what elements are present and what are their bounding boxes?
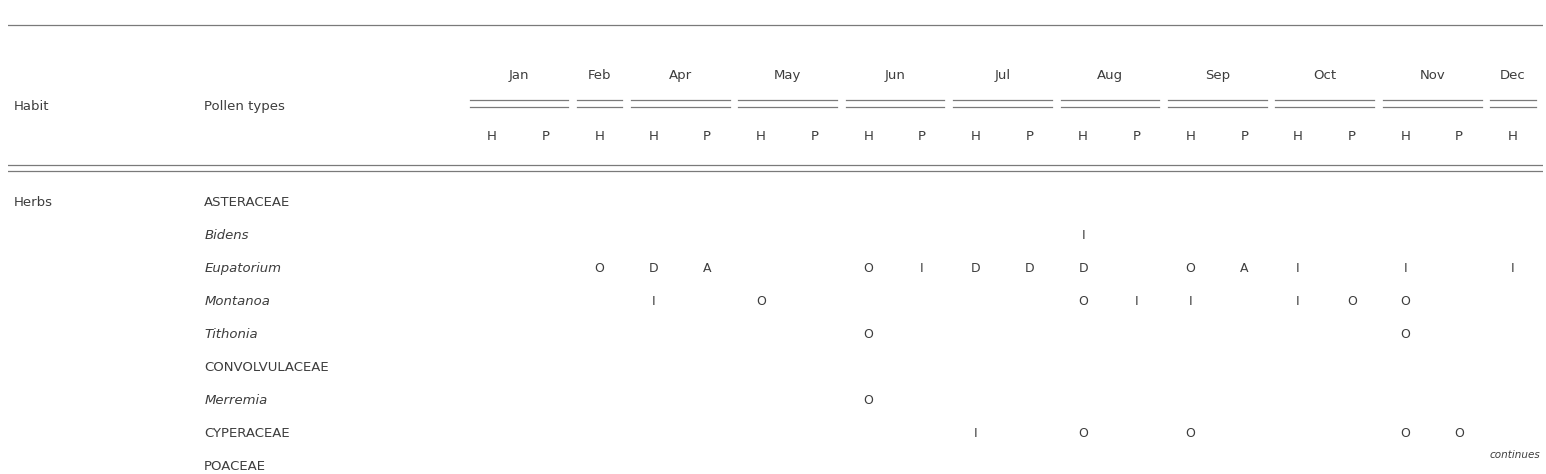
Text: P: P (703, 130, 711, 144)
Text: H: H (595, 130, 604, 144)
Text: Merremia: Merremia (204, 394, 267, 407)
Text: H: H (1292, 130, 1303, 144)
Text: Dec: Dec (1500, 69, 1526, 82)
Text: I: I (1296, 262, 1300, 275)
Text: I: I (651, 295, 656, 309)
Text: Tithonia: Tithonia (204, 328, 258, 341)
Text: O: O (1186, 262, 1195, 275)
Text: I: I (1404, 262, 1407, 275)
Text: CYPERACEAE: CYPERACEAE (204, 427, 289, 440)
Text: P: P (1240, 130, 1248, 144)
Text: Jun: Jun (884, 69, 906, 82)
Text: P: P (1025, 130, 1033, 144)
Text: H: H (1401, 130, 1410, 144)
Text: O: O (595, 262, 604, 275)
Text: H: H (1078, 130, 1088, 144)
Text: Aug: Aug (1098, 69, 1122, 82)
Text: A: A (703, 262, 711, 275)
Text: I: I (1135, 295, 1139, 309)
Text: O: O (756, 295, 765, 309)
Text: Pollen types: Pollen types (204, 100, 284, 113)
Text: I: I (920, 262, 925, 275)
Text: H: H (487, 130, 496, 144)
Text: P: P (918, 130, 926, 144)
Text: D: D (1025, 262, 1034, 275)
Text: D: D (1078, 262, 1088, 275)
Text: I: I (1510, 262, 1515, 275)
Text: P: P (1455, 130, 1463, 144)
Text: ASTERACEAE: ASTERACEAE (204, 196, 291, 210)
Text: O: O (1078, 295, 1088, 309)
Text: H: H (1507, 130, 1518, 144)
Text: H: H (863, 130, 873, 144)
Text: May: May (775, 69, 801, 82)
Text: I: I (1296, 295, 1300, 309)
Text: P: P (810, 130, 818, 144)
Text: O: O (1401, 295, 1410, 309)
Text: O: O (1078, 427, 1088, 440)
Text: H: H (648, 130, 659, 144)
Text: O: O (863, 394, 873, 407)
Text: O: O (1186, 427, 1195, 440)
Text: Eupatorium: Eupatorium (204, 262, 281, 275)
Text: Bidens: Bidens (204, 229, 249, 242)
Text: A: A (1240, 262, 1249, 275)
Text: Nov: Nov (1419, 69, 1446, 82)
Text: Jul: Jul (994, 69, 1011, 82)
Text: POACEAE: POACEAE (204, 460, 266, 474)
Text: D: D (971, 262, 980, 275)
Text: H: H (756, 130, 765, 144)
Text: Apr: Apr (668, 69, 691, 82)
Text: Oct: Oct (1314, 69, 1336, 82)
Text: Feb: Feb (587, 69, 611, 82)
Text: H: H (971, 130, 980, 144)
Text: O: O (863, 262, 873, 275)
Text: continues: continues (1489, 450, 1540, 460)
Text: Sep: Sep (1204, 69, 1231, 82)
Text: I: I (1189, 295, 1192, 309)
Text: P: P (1348, 130, 1356, 144)
Text: Montanoa: Montanoa (204, 295, 271, 309)
Text: P: P (1133, 130, 1141, 144)
Text: I: I (1081, 229, 1085, 242)
Text: H: H (1186, 130, 1195, 144)
Text: CONVOLVULACEAE: CONVOLVULACEAE (204, 361, 329, 374)
Text: O: O (863, 328, 873, 341)
Text: Jan: Jan (509, 69, 529, 82)
Text: D: D (648, 262, 659, 275)
Text: O: O (1347, 295, 1357, 309)
Text: O: O (1401, 427, 1410, 440)
Text: O: O (1455, 427, 1464, 440)
Text: Herbs: Herbs (14, 196, 53, 210)
Text: O: O (1401, 328, 1410, 341)
Text: Habit: Habit (14, 100, 49, 113)
Text: I: I (974, 427, 977, 440)
Text: P: P (541, 130, 550, 144)
